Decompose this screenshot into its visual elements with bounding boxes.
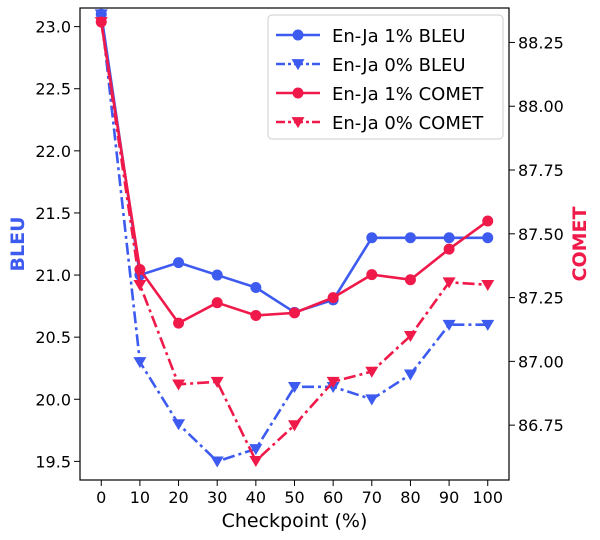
right-axis-label: COMET: [569, 206, 591, 281]
series-4: [94, 17, 495, 468]
x-tick-label: 80: [400, 488, 420, 507]
data-point: [442, 277, 456, 289]
left-tick-label: 23.0: [35, 18, 71, 37]
legend-box: [267, 14, 504, 140]
left-tick-label: 21.5: [35, 204, 71, 223]
x-tick-label: 50: [284, 488, 304, 507]
plot-marks: [94, 8, 495, 468]
data-point: [210, 456, 224, 468]
right-tick-label: 87.25: [518, 289, 564, 308]
right-tick-label: 87.00: [518, 352, 564, 371]
data-point: [210, 376, 224, 388]
data-point: [250, 309, 262, 321]
data-point: [249, 455, 263, 468]
legend-label: En-Ja 0% COMET: [332, 113, 484, 134]
data-point: [94, 9, 108, 21]
data-point: [403, 330, 417, 343]
series-line: [99, 14, 488, 463]
x-tick-label: 60: [323, 488, 343, 507]
data-point: [327, 292, 339, 304]
data-point: [172, 419, 186, 431]
legend-marker: [292, 87, 304, 99]
legend-entry: En-Ja 0% BLEU: [276, 55, 466, 76]
left-tick-label: 20.0: [35, 390, 71, 409]
legend-label: En-Ja 1% COMET: [332, 84, 484, 105]
x-tick-label: 10: [130, 488, 150, 507]
legend-entry: En-Ja 1% BLEU: [276, 26, 466, 47]
legend-marker: [292, 29, 304, 41]
data-point: [404, 274, 416, 286]
data-point: [366, 232, 378, 244]
data-point: [366, 269, 378, 281]
x-tick-label: 0: [96, 488, 106, 507]
x-tick-label: 40: [246, 488, 266, 507]
x-axis-ticks: 0 10 20 30 40 50 60 70 80 90 100: [96, 480, 503, 507]
right-axis-ticks: 86.75 87.00 87.25 87.50 87.75 88.00 88.25: [509, 33, 564, 435]
data-point: [365, 366, 379, 378]
data-point: [482, 215, 494, 227]
left-tick-label: 21.0: [35, 266, 71, 285]
data-point: [250, 281, 262, 293]
right-tick-label: 87.50: [518, 225, 564, 244]
left-axis-label: BLEU: [7, 217, 29, 272]
data-point: [211, 297, 223, 309]
data-point: [403, 369, 417, 381]
data-point: [133, 279, 147, 291]
right-tick-label: 86.75: [518, 416, 564, 435]
x-tick-label: 20: [168, 488, 188, 507]
data-point: [289, 307, 300, 319]
x-tick-label: 70: [362, 488, 382, 507]
data-point: [288, 381, 301, 394]
data-point: [133, 357, 147, 369]
data-point: [365, 394, 379, 406]
left-tick-label: 20.5: [35, 328, 71, 347]
left-axis-ticks: 19.5 20.0 20.5 21.0 21.5 22.0 22.5 23.0: [35, 18, 80, 471]
legend: En-Ja 1% BLEU En-Ja 0% BLEU En-Ja 1% COMET…: [267, 14, 504, 140]
data-point: [173, 317, 185, 329]
legend-entries: En-Ja 1% BLEU En-Ja 0% BLEU En-Ja 1% COMET…: [276, 26, 484, 134]
legend-marker: [291, 117, 305, 129]
data-point: [211, 269, 223, 281]
data-point: [404, 232, 416, 244]
legend-entry: En-Ja 1% COMET: [276, 84, 484, 105]
x-tick-label: 100: [472, 488, 503, 507]
data-point: [172, 379, 186, 391]
series-line: [99, 21, 488, 463]
right-tick-label: 87.75: [518, 161, 564, 180]
data-point: [442, 319, 456, 331]
left-tick-label: 19.5: [35, 452, 71, 471]
legend-label: En-Ja 1% BLEU: [332, 26, 466, 47]
data-point: [249, 444, 263, 456]
right-tick-label: 88.00: [518, 97, 564, 116]
x-tick-label: 90: [439, 488, 459, 507]
data-point: [173, 257, 185, 269]
data-point: [481, 279, 495, 291]
data-point: [443, 232, 455, 244]
data-point: [443, 243, 455, 255]
data-point: [288, 420, 301, 432]
legend-label: En-Ja 0% BLEU: [332, 55, 466, 76]
legend-entry: En-Ja 0% COMET: [276, 113, 484, 134]
left-tick-label: 22.0: [35, 142, 71, 161]
x-axis-label: Checkpoint (%): [222, 510, 368, 532]
right-tick-label: 88.25: [518, 33, 564, 52]
series-3: [95, 16, 494, 329]
data-point: [481, 319, 495, 331]
legend-marker: [291, 59, 305, 71]
x-tick-label: 30: [207, 488, 227, 507]
data-point: [482, 232, 494, 244]
left-tick-label: 22.5: [35, 80, 71, 99]
data-point: [94, 17, 108, 29]
data-point: [326, 376, 340, 388]
